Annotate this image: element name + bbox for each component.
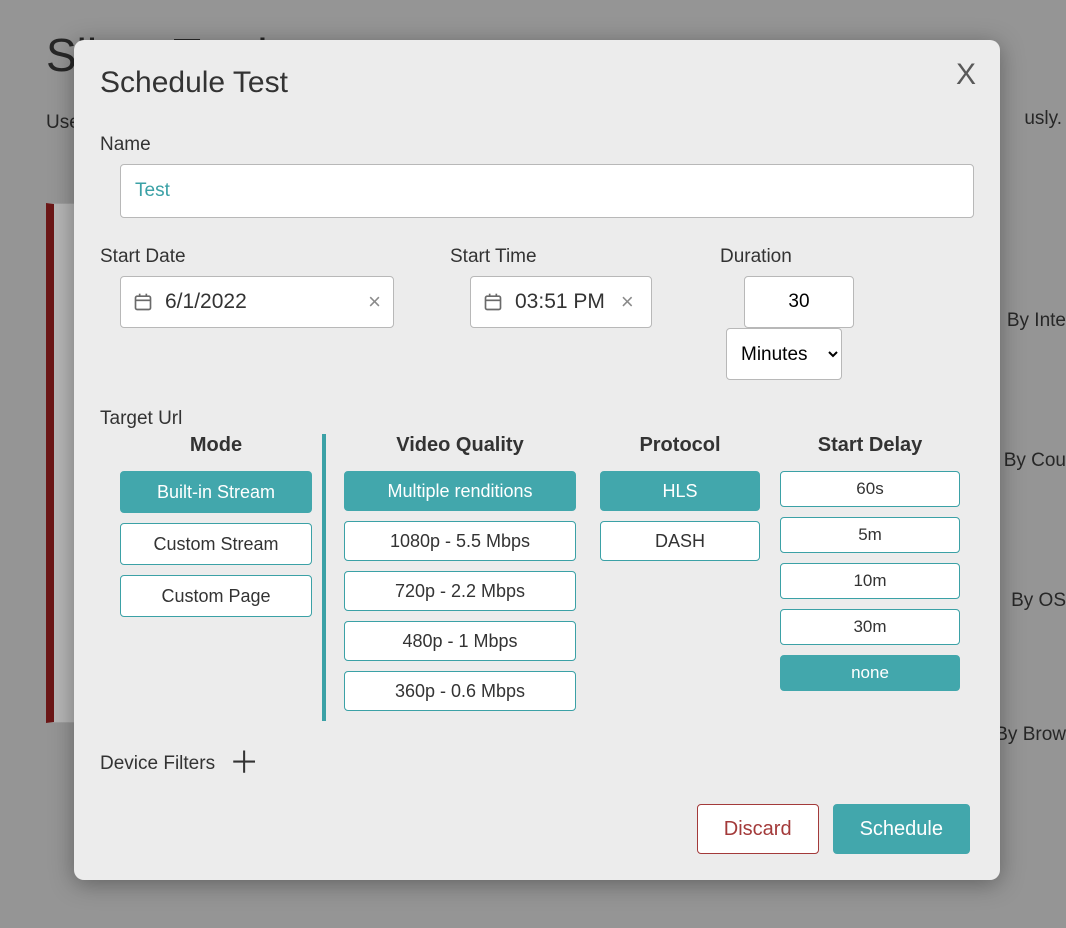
- clear-date-icon[interactable]: ×: [368, 289, 381, 315]
- protocol-hls[interactable]: HLS: [600, 471, 760, 511]
- start-date-value: 6/1/2022: [165, 290, 247, 314]
- vq-480p[interactable]: 480p - 1 Mbps: [344, 621, 576, 661]
- duration-input[interactable]: [744, 276, 854, 328]
- mode-builtin-stream[interactable]: Built-in Stream: [120, 471, 312, 513]
- protocol-column: Protocol HLS DASH: [586, 434, 770, 721]
- delay-30m[interactable]: 30m: [780, 609, 960, 645]
- protocol-dash[interactable]: DASH: [600, 521, 760, 561]
- close-icon[interactable]: X: [956, 58, 976, 92]
- start-time-label: Start Time: [450, 246, 720, 268]
- vq-multiple[interactable]: Multiple renditions: [344, 471, 576, 511]
- name-input[interactable]: [120, 164, 974, 218]
- discard-button[interactable]: Discard: [697, 804, 819, 854]
- target-url-label: Target Url: [100, 408, 974, 430]
- modal-title: Schedule Test: [100, 66, 974, 100]
- duration-label: Duration: [720, 246, 974, 268]
- duration-unit-select[interactable]: Minutes: [726, 328, 842, 380]
- mode-header: Mode: [120, 434, 312, 457]
- add-filter-icon[interactable]: ＋: [229, 749, 259, 779]
- device-filters-label: Device Filters: [100, 753, 215, 775]
- vq-720p[interactable]: 720p - 2.2 Mbps: [344, 571, 576, 611]
- delay-none[interactable]: none: [780, 655, 960, 691]
- start-time-picker[interactable]: 03:51 PM ×: [470, 276, 652, 328]
- video-quality-column: Video Quality Multiple renditions 1080p …: [322, 434, 586, 721]
- schedule-button[interactable]: Schedule: [833, 804, 970, 854]
- delay-10m[interactable]: 10m: [780, 563, 960, 599]
- video-quality-header: Video Quality: [344, 434, 576, 457]
- vq-1080p[interactable]: 1080p - 5.5 Mbps: [344, 521, 576, 561]
- start-time-value: 03:51 PM: [515, 290, 605, 314]
- calendar-icon: [483, 292, 503, 312]
- start-delay-header: Start Delay: [780, 434, 960, 457]
- mode-column: Mode Built-in Stream Custom Stream Custo…: [100, 434, 322, 721]
- delay-60s[interactable]: 60s: [780, 471, 960, 507]
- protocol-header: Protocol: [600, 434, 760, 457]
- start-date-picker[interactable]: 6/1/2022 ×: [120, 276, 394, 328]
- calendar-icon: [133, 292, 153, 312]
- delay-5m[interactable]: 5m: [780, 517, 960, 553]
- vq-360p[interactable]: 360p - 0.6 Mbps: [344, 671, 576, 711]
- start-delay-column: Start Delay 60s 5m 10m 30m none: [770, 434, 970, 721]
- name-label: Name: [100, 134, 974, 156]
- schedule-test-modal: Schedule Test X Name Start Date 6/1/2022…: [74, 40, 1000, 880]
- mode-custom-stream[interactable]: Custom Stream: [120, 523, 312, 565]
- mode-custom-page[interactable]: Custom Page: [120, 575, 312, 617]
- start-date-label: Start Date: [100, 246, 450, 268]
- clear-time-icon[interactable]: ×: [621, 289, 634, 315]
